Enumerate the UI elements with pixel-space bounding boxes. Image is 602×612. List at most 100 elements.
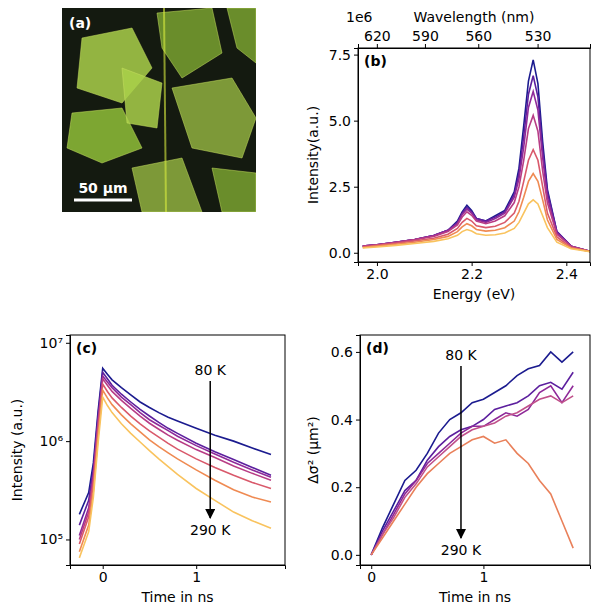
y-axis-title: Δσ² (µm²): [305, 416, 321, 484]
y-axis-line: [66, 336, 71, 566]
tick: 2.2: [461, 262, 483, 282]
series-line: [363, 60, 590, 252]
tick: 0.0: [331, 547, 360, 563]
tick-mark: [538, 44, 539, 48]
series-line: [79, 397, 271, 558]
tick: 0.4: [331, 412, 360, 428]
annotation: 290 K: [441, 542, 482, 558]
x-axis-title: Time in ns: [438, 589, 511, 605]
tick: 560: [465, 28, 492, 48]
flake: [227, 8, 256, 63]
series-line: [363, 92, 590, 252]
tick-label: 10⁵: [40, 531, 63, 547]
flake: [132, 158, 202, 212]
tick-label: 0: [99, 569, 108, 585]
flake: [212, 168, 256, 212]
tick-label: 2.0: [366, 266, 388, 282]
panel: 2.02.22.40.02.55.07.5620590560530Energy …: [305, 9, 591, 302]
plot-area: [371, 352, 573, 555]
tick-mark: [66, 441, 70, 442]
y-offset-label: 1e6: [346, 9, 373, 25]
annotation: 80 K: [445, 347, 477, 363]
plot-area: [363, 60, 590, 252]
plot-frame: [358, 48, 590, 262]
tick-mark: [478, 44, 479, 48]
plot-area: [79, 368, 271, 558]
tick: 0: [367, 565, 376, 585]
image-background: [62, 8, 256, 212]
tick-label: 530: [525, 28, 552, 44]
tick-mark: [354, 121, 358, 122]
panel-label: (a): [69, 15, 91, 31]
figure: (a) 50 µm 2.0 2.2 2.4 0.0 2.5 5.0 7.5 620 590 560 53…: [0, 0, 602, 612]
tick-mark: [377, 44, 378, 48]
tick: 2.0: [366, 262, 388, 282]
tick-label: 0.2: [331, 479, 353, 495]
tick-label: 0.0: [331, 547, 353, 563]
x2-axis-title: Wavelength (nm): [414, 9, 535, 25]
series-line: [79, 390, 271, 552]
tick-mark: [425, 44, 426, 48]
tick: 0.6: [331, 344, 360, 360]
tick: 2.4: [556, 262, 578, 282]
tick-label: 0: [367, 569, 376, 585]
series-line: [371, 372, 573, 555]
tick-label: 1: [479, 569, 488, 585]
series-line: [371, 386, 573, 555]
tick-mark: [66, 343, 70, 344]
tick: 7.5: [329, 47, 358, 63]
series-line: [371, 396, 573, 555]
flake: [172, 78, 256, 158]
tick-label: 0.4: [331, 412, 353, 428]
series-line: [363, 76, 590, 252]
tick: 10⁷: [40, 335, 70, 351]
arrow: [460, 366, 462, 538]
tick: 2.5: [329, 179, 358, 195]
annotation: 80 K: [194, 362, 226, 378]
tick: 590: [412, 28, 439, 48]
series-line: [363, 173, 590, 251]
tick-mark: [354, 253, 358, 254]
tick-mark: [356, 420, 360, 421]
x-axis-line: [361, 566, 591, 570]
tick: 0.0: [329, 245, 358, 261]
y-axis-title: Intensity(a.u.): [305, 106, 321, 204]
series-line: [79, 372, 271, 525]
plot-frame: [70, 335, 285, 565]
tick-label: 2.5: [329, 179, 351, 195]
tick: 10⁶: [40, 433, 70, 449]
y-axis: 0.0 0.2 0.4 0.6: [331, 336, 361, 566]
tick: 530: [525, 28, 552, 48]
scale-bar-label: 50 µm: [78, 180, 127, 196]
x2-axis: 620 590 560 530: [359, 28, 591, 49]
x-axis: 2.0 2.2 2.4: [359, 262, 591, 282]
tick-label: 620: [364, 28, 391, 44]
series-line: [371, 352, 573, 555]
tick-mark: [354, 55, 358, 56]
tick-label: 2.4: [556, 266, 578, 282]
series-line: [363, 115, 590, 251]
tick-label: 10⁶: [40, 433, 64, 449]
tick-label: 5.0: [329, 113, 351, 129]
y-axis-line: [354, 49, 359, 263]
x-axis: 01: [361, 565, 591, 585]
y-axis-line: [356, 336, 361, 566]
x2-axis-line: [359, 44, 591, 49]
tick-label: 560: [465, 28, 492, 44]
panel: 010.00.20.40.6Time in nsΔσ² (µm²)(d)80 K…: [305, 335, 591, 605]
flakes: [67, 8, 256, 212]
tick-label: 10⁷: [40, 335, 63, 351]
tick-mark: [356, 352, 360, 353]
tick: 1: [192, 565, 201, 585]
x-axis-title: Time in ns: [140, 589, 213, 605]
tick-label: 0.6: [331, 344, 353, 360]
plot-frame: [360, 335, 590, 565]
tick: 1: [479, 565, 488, 585]
y-axis: 0.0 2.5 5.0 7.5: [329, 47, 359, 263]
tick-label: 1: [192, 569, 201, 585]
arrow: [209, 381, 211, 518]
panel-label: (b): [364, 53, 387, 69]
panel-label: (d): [366, 340, 389, 356]
tick-label: 590: [412, 28, 439, 44]
series-line: [363, 150, 590, 252]
